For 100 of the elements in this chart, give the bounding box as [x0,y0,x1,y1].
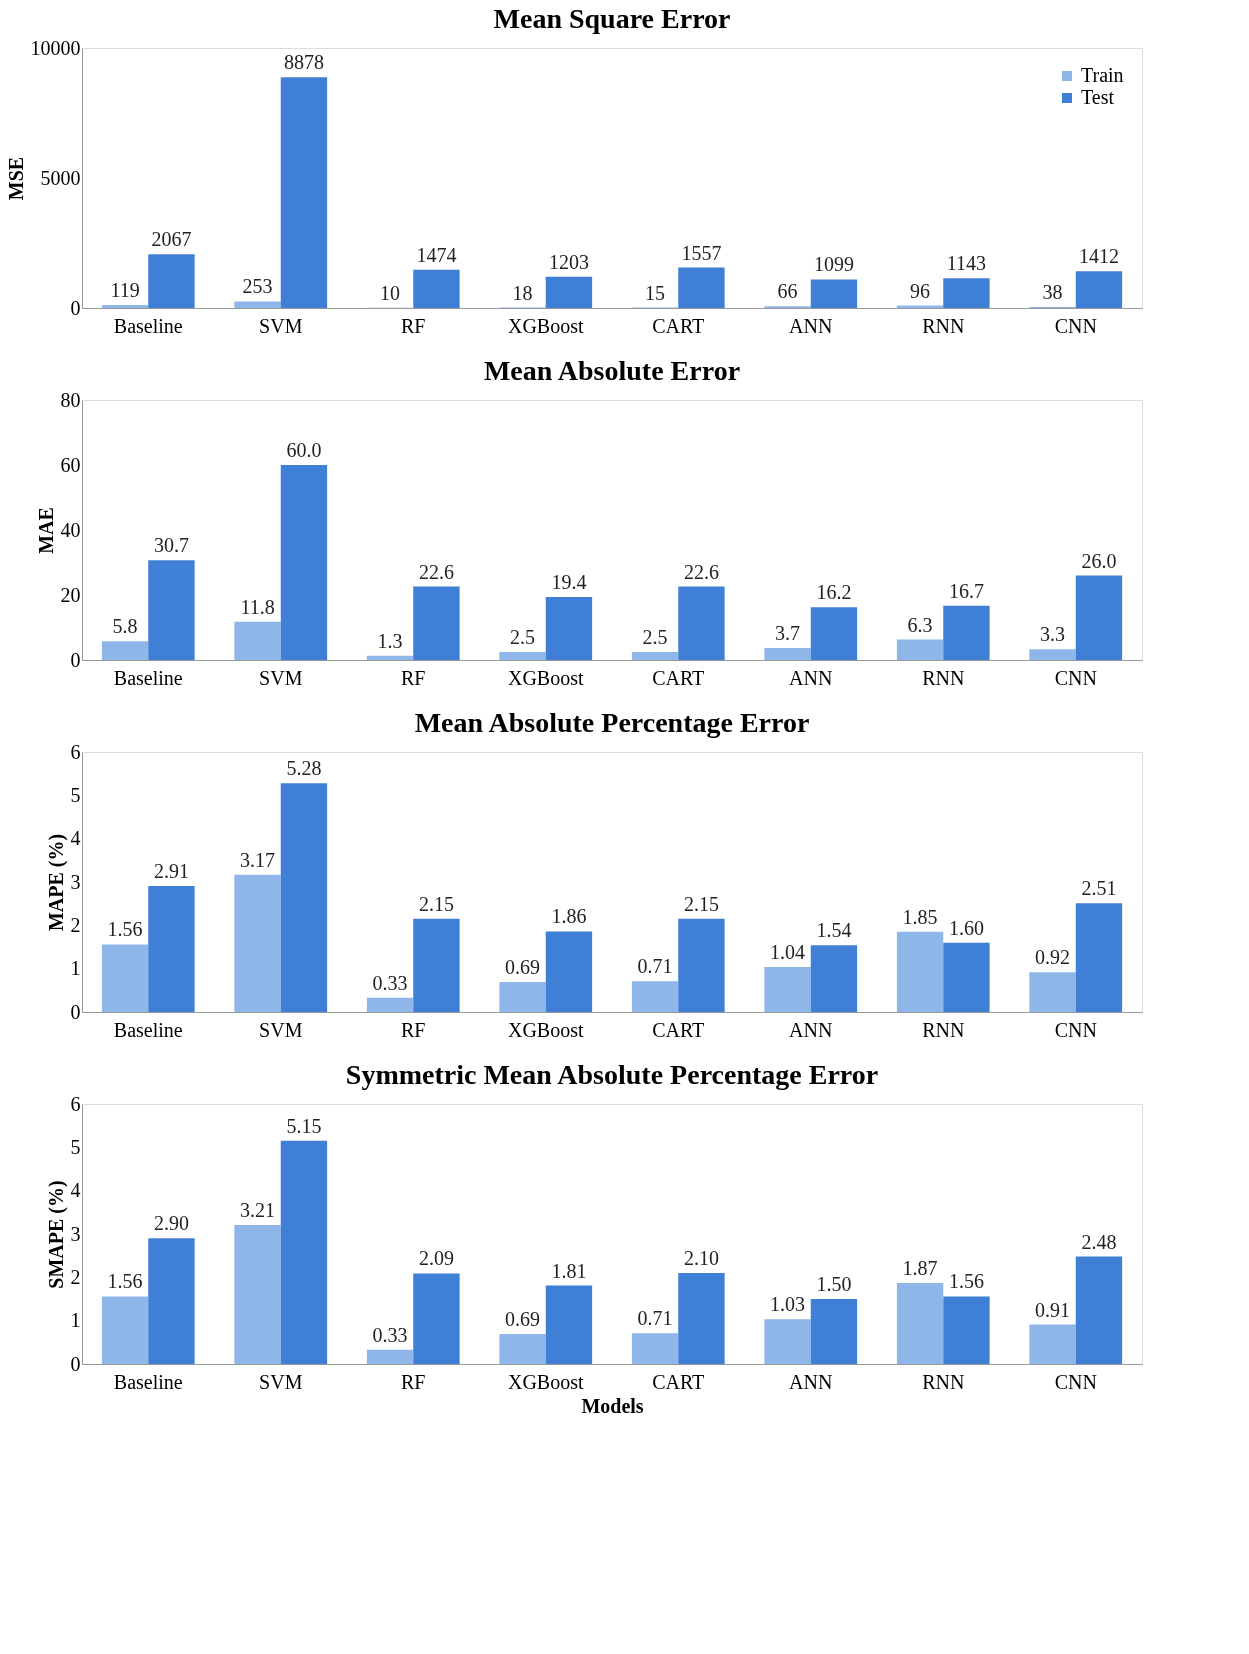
x-tick-label: RF [401,314,426,337]
x-tick-label: ANN [789,666,833,689]
data-label: 1.04 [770,940,806,963]
bar [896,639,944,660]
data-label: 1.56 [107,918,143,941]
data-label: 2.48 [1081,1230,1117,1253]
bar [1029,649,1076,660]
bar [101,304,149,308]
chart-title: Mean Absolute Error [483,355,741,386]
data-label: 0.71 [637,1307,673,1330]
data-label: 0.92 [1035,946,1071,969]
x-tick-label: CNN [1054,666,1097,689]
data-label: 5.15 [286,1114,322,1137]
x-tick-label: SVM [259,1370,303,1393]
bar [101,641,149,660]
bar [631,981,679,1012]
bar [499,1334,546,1364]
bar [413,918,460,1012]
bar [499,651,546,660]
x-tick-label: RF [401,1018,426,1041]
bar [101,944,149,1012]
bar [810,607,858,660]
y-tick-label: 1 [70,1309,81,1332]
bar [545,931,593,1012]
data-label: 1.56 [107,1270,143,1293]
y-tick-label: 40 [60,518,81,541]
data-label: 22.6 [418,560,454,583]
data-label: 2067 [151,228,192,251]
data-label: 2.15 [683,892,719,915]
x-tick-label: RNN [922,1370,965,1393]
bar [943,605,990,660]
data-label: 96 [910,279,931,302]
data-label: 1.54 [816,919,852,942]
bar [545,1285,593,1364]
bar [234,301,281,308]
x-tick-label: CNN [1054,314,1097,337]
x-tick-label: Baseline [113,1370,183,1393]
bar [678,1273,725,1364]
x-tick-label: RF [401,1370,426,1393]
data-label: 0.69 [505,1308,541,1331]
data-label: 0.33 [372,1323,408,1346]
data-label: 1557 [681,241,722,264]
data-label: 0.33 [372,971,408,994]
data-label: 2.15 [418,892,454,915]
x-tick-label: CART [652,666,705,689]
x-tick-label: CNN [1054,1018,1097,1041]
data-label: 11.8 [240,595,275,618]
data-label: 15 [645,281,666,304]
y-tick-label: 60 [60,453,81,476]
bar [810,1299,858,1364]
legend-label: Test [1081,86,1115,108]
x-tick-label: CNN [1054,1370,1097,1393]
data-label: 3.21 [240,1198,276,1221]
y-tick-label: 2 [70,913,81,936]
y-tick-label: 6 [70,1092,81,1115]
data-label: 22.6 [683,560,719,583]
data-label: 3.17 [240,848,276,871]
bar [943,1296,990,1364]
x-tick-label: ANN [789,1370,833,1393]
y-axis-title: MAPE (%) [44,833,68,932]
y-tick-label: 3 [70,1222,81,1245]
data-label: 1412 [1078,245,1119,268]
data-label: 1.03 [770,1293,806,1316]
x-tick-label: XGBoost [507,1018,584,1041]
x-tick-label: RF [401,666,426,689]
data-label: 26.0 [1081,549,1117,572]
data-label: 5.8 [112,615,138,638]
data-label: 1143 [946,252,987,275]
bar [896,1282,944,1364]
y-tick-label: 5 [70,1135,81,1158]
bar [148,254,195,308]
x-tick-label: ANN [789,1018,833,1041]
bar [678,267,725,308]
data-label: 1.87 [902,1256,938,1279]
x-tick-label: SVM [259,666,303,689]
data-label: 2.5 [642,625,668,648]
x-tick-label: SVM [259,1018,303,1041]
bar [234,621,281,660]
bar [1029,972,1076,1012]
data-label: 253 [242,275,273,298]
x-tick-label: CART [652,1018,705,1041]
x-tick-label: ANN [789,314,833,337]
data-label: 66 [777,280,798,303]
data-label: 3.7 [775,621,801,644]
data-label: 0.71 [637,955,673,978]
data-label: 16.7 [948,579,984,602]
x-tick-label: Baseline [113,1018,183,1041]
bar [366,997,414,1012]
bar [545,276,593,308]
y-tick-label: 5000 [40,166,81,189]
x-tick-label: CART [652,1370,705,1393]
bar [101,1296,149,1364]
bar [810,279,858,308]
data-label: 38 [1042,281,1063,304]
bar [366,1349,414,1364]
bar [1075,903,1123,1012]
bar [280,77,328,308]
data-label: 5.28 [286,757,322,780]
data-label: 1.85 [902,905,938,928]
y-tick-label: 4 [70,1179,81,1202]
